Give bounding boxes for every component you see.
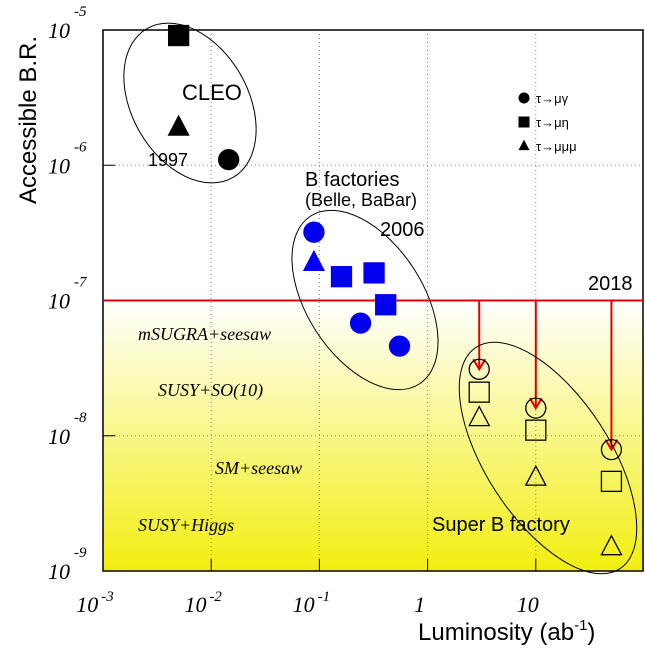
y-tick-label: 10-5 bbox=[48, 4, 87, 43]
annotation: B factories bbox=[305, 169, 399, 191]
x-tick-label: 10 -1 bbox=[293, 589, 331, 617]
marker-triangle bbox=[518, 139, 530, 151]
y-tick-label: 10-7 bbox=[48, 275, 88, 314]
group-ellipse bbox=[123, 22, 257, 184]
x-tick-label: 10 bbox=[517, 592, 539, 617]
y-tick-exponent: -5 bbox=[74, 4, 87, 20]
arrow-head bbox=[604, 439, 619, 452]
marker-square bbox=[363, 262, 385, 284]
y-tick-exponent: -6 bbox=[74, 139, 87, 155]
x-tick-label: 1 bbox=[414, 592, 425, 617]
marker-square bbox=[600, 470, 623, 493]
y-tick-base: 10 bbox=[48, 559, 70, 584]
group-ellipse bbox=[291, 209, 439, 391]
x-tick-base: 10 bbox=[293, 592, 315, 617]
x-tick-label: 10 -2 bbox=[184, 589, 222, 617]
x-tick-base: 10 bbox=[517, 592, 539, 617]
x-tick-exponent: -1 bbox=[318, 589, 331, 605]
y-tick-exponent: -8 bbox=[74, 410, 87, 426]
marker-triangle bbox=[468, 405, 491, 427]
x-tick-base: 10 bbox=[76, 592, 98, 617]
marker-circle bbox=[349, 312, 372, 334]
y-tick-label: 10-9 bbox=[48, 545, 87, 584]
arrow-head bbox=[472, 358, 487, 372]
x-tick-label: 10 -3 bbox=[76, 589, 114, 617]
x-label-end: ) bbox=[587, 619, 595, 646]
annotation: mSUGRA+seesaw bbox=[138, 324, 271, 344]
x-axis-label: Luminosity (ab-1) bbox=[418, 617, 595, 646]
annotation: 1997 bbox=[148, 150, 188, 170]
annotation: (Belle, BaBar) bbox=[305, 190, 417, 210]
marker-triangle bbox=[302, 249, 326, 271]
x-label-exponent: -1 bbox=[574, 617, 587, 634]
x-tick-base: 1 bbox=[414, 592, 425, 617]
marker-circle bbox=[303, 221, 325, 243]
annotation: CLEO bbox=[182, 80, 242, 105]
marker-triangle bbox=[524, 464, 547, 486]
marker-square bbox=[330, 266, 353, 288]
group-ellipse bbox=[458, 341, 638, 575]
marker-triangle bbox=[600, 534, 623, 556]
marker-circle bbox=[518, 92, 530, 104]
y-tick-base: 10 bbox=[48, 18, 70, 43]
y-tick-exponent: -9 bbox=[74, 545, 87, 561]
marker-square bbox=[468, 381, 490, 403]
y-tick-label: 10-8 bbox=[48, 410, 87, 449]
excluded-region bbox=[103, 300, 644, 571]
marker-circle bbox=[388, 335, 411, 357]
marker-square bbox=[518, 116, 530, 128]
marker-circle bbox=[218, 149, 240, 171]
annotation: SM+seesaw bbox=[215, 458, 302, 478]
y-tick-base: 10 bbox=[48, 153, 70, 178]
annotation: 2018 bbox=[588, 273, 633, 295]
y-tick-base: 10 bbox=[48, 289, 70, 314]
x-label-main: Luminosity (ab bbox=[418, 619, 574, 646]
annotation: 2006 bbox=[380, 219, 425, 241]
marker-square bbox=[525, 419, 547, 441]
marker-square bbox=[375, 294, 397, 316]
x-tick-exponent: -2 bbox=[209, 589, 222, 605]
legend-label: τ→μγ bbox=[536, 91, 569, 106]
marker-triangle bbox=[167, 114, 190, 136]
y-tick-exponent: -7 bbox=[74, 275, 88, 291]
legend-label: τ→μμμ bbox=[536, 139, 577, 154]
arrow-head bbox=[528, 397, 543, 411]
annotation: Super B factory bbox=[432, 514, 570, 536]
marker-circle bbox=[525, 397, 547, 419]
annotation: SUSY+SO(10) bbox=[158, 380, 263, 401]
y-tick-label: 10-6 bbox=[48, 139, 87, 178]
x-tick-base: 10 bbox=[184, 592, 206, 617]
x-tick-exponent: -3 bbox=[101, 589, 114, 605]
y-axis-label: Accessible B.R. bbox=[15, 36, 42, 204]
marker-square bbox=[167, 24, 190, 47]
marker-circle bbox=[600, 438, 623, 461]
legend-label: τ→μη bbox=[536, 115, 569, 130]
marker-circle bbox=[468, 358, 490, 380]
annotation: SUSY+Higgs bbox=[138, 515, 234, 535]
y-tick-base: 10 bbox=[48, 424, 70, 449]
